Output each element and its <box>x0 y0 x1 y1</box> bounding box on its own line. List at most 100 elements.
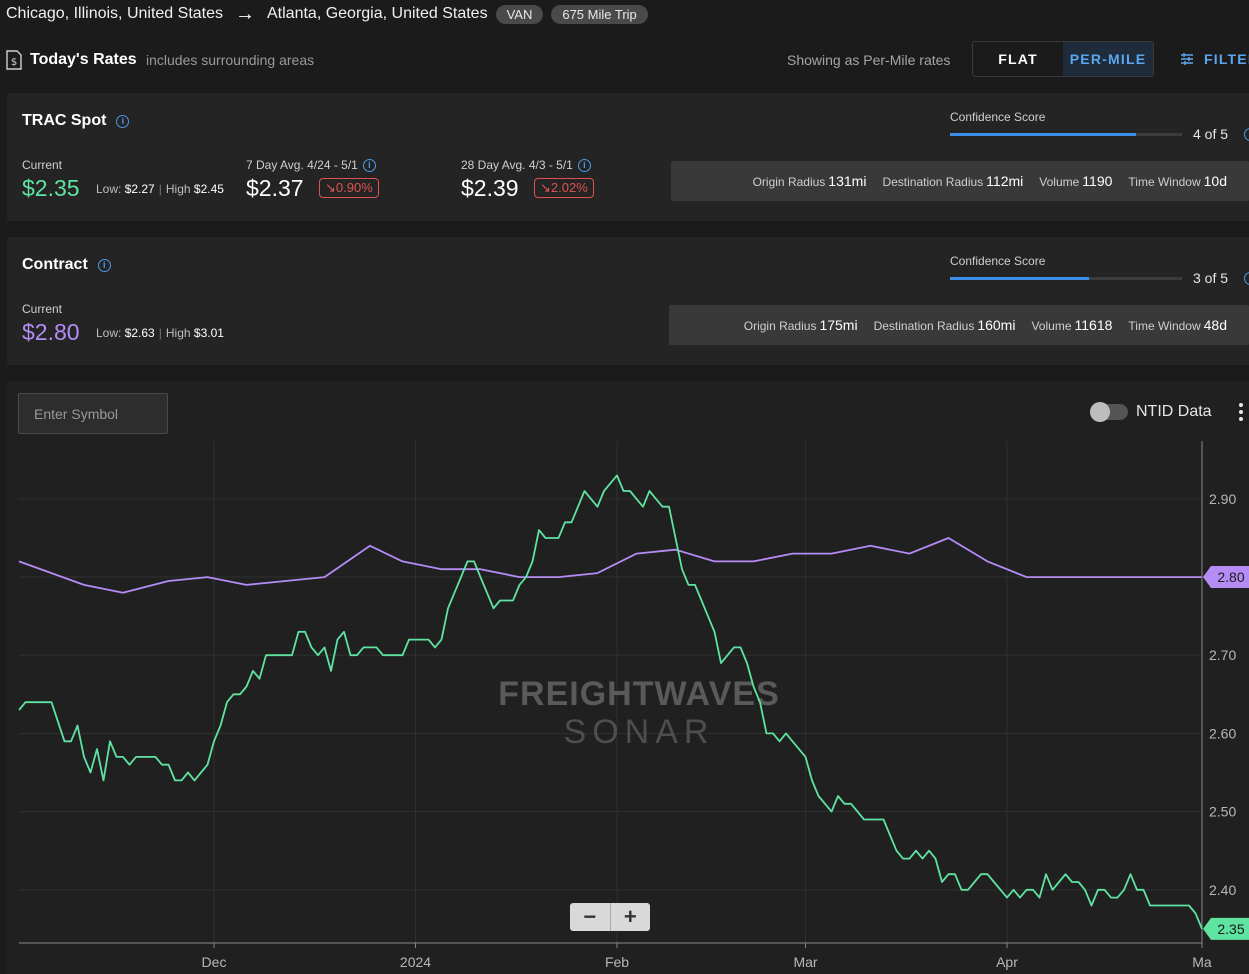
contract-time-window: Time Window 48d <box>1128 317 1227 333</box>
spot-last-value-label: 2.35 <box>1217 921 1244 937</box>
contract-last-value-tag <box>1203 566 1249 589</box>
spot-confidence-fill <box>950 133 1136 136</box>
y-tick-label: 2.50 <box>1209 804 1236 820</box>
rates-title: Today's Rates <box>30 51 137 68</box>
symbol-input[interactable] <box>18 393 168 434</box>
per-mile-button[interactable]: PER-MILE <box>1063 42 1153 76</box>
contract-current-label: Current <box>22 302 63 316</box>
filters-button[interactable]: FILTERS <box>1180 51 1249 67</box>
contract-series-line <box>18 537 1202 594</box>
spot-low-high: Low: $2.27 | High $2.45 <box>96 182 224 196</box>
spot-meta-box: Origin Radius 131mi Destination Radius 112… <box>671 161 1249 201</box>
svg-text:$: $ <box>11 57 17 68</box>
spot-avg28-label: 28 Day Avg. 4/3 - 5/1 i <box>461 158 591 172</box>
x-tick-label: Mar <box>793 954 817 970</box>
info-icon[interactable]: i <box>1244 272 1249 285</box>
spot-avg7-value: $2.37 <box>246 175 304 201</box>
chart-panel: 2.40 2.50 2.60 2.70 2.80 2.90 Dec 2024 Feb Mar Apr… <box>7 381 1249 974</box>
contract-confidence-score: 3 of 5 <box>1193 270 1229 286</box>
y-tick-label: 2.70 <box>1209 647 1236 663</box>
y-tick-label: 2.60 <box>1209 725 1236 741</box>
route-header: Chicago, Illinois, United States → Atlan… <box>6 3 648 25</box>
rate-mode-label: Showing as Per-Mile rates <box>787 52 951 68</box>
spot-title: TRAC Spot i <box>22 112 130 130</box>
contract-volume: Volume 11618 <box>1031 317 1113 333</box>
zoom-controls: − + <box>570 903 650 931</box>
spot-avg28-change-badge: ↘2.02% <box>534 178 594 198</box>
rates-toolbar: $ Today's Rates includes surrounding are… <box>0 40 1249 78</box>
contract-origin-radius: Origin Radius 175mi <box>743 317 858 333</box>
x-tick-label: Dec <box>202 954 227 970</box>
spot-current-label: Current <box>22 158 63 172</box>
watermark-logo-text: FREIGHTWAVES <box>498 675 780 713</box>
rate-chart[interactable]: 2.40 2.50 2.60 2.70 2.80 2.90 Dec 2024 Feb Mar Apr… <box>7 381 1249 974</box>
spot-series-line <box>18 474 1203 930</box>
ntid-label: NTID Data <box>1136 403 1212 420</box>
watermark-sonar-text: SONAR <box>564 713 715 751</box>
contract-card: Contract i Current $2.80 Low: $2.63 | High… <box>7 237 1249 365</box>
destination-label: Atlanta, Georgia, United States <box>267 5 488 22</box>
spot-last-value-tag <box>1203 917 1249 940</box>
spot-confidence-label: Confidence Score <box>950 110 1046 124</box>
zoom-in-button[interactable]: + <box>623 904 637 929</box>
more-options-icon[interactable] <box>1238 403 1244 421</box>
zoom-out-button[interactable]: − <box>570 903 611 931</box>
spot-avg7-label-text: 7 Day Avg. 4/24 - 5/1 <box>246 158 358 172</box>
spot-low-value: $2.27 <box>124 182 155 196</box>
spot-time-window: Time Window 10d <box>1128 173 1227 189</box>
trac-spot-card: TRAC Spot i Current $2.35 Low: $2.27 | Hig… <box>7 93 1249 221</box>
spot-high-value: $2.45 <box>193 182 224 196</box>
contract-confidence-fill <box>950 277 1090 280</box>
spot-current-value: $2.35 <box>22 175 80 201</box>
trip-distance-badge: 675 Mile Trip <box>551 4 648 24</box>
contract-low-value: $2.63 <box>124 326 155 340</box>
info-icon[interactable]: i <box>1244 128 1249 141</box>
info-icon[interactable]: i <box>97 258 111 272</box>
spot-title-text: TRAC Spot <box>22 112 107 129</box>
rates-subtitle: includes surrounding areas <box>146 52 315 68</box>
contract-last-value-label: 2.80 <box>1217 569 1244 585</box>
contract-low-high: Low: $2.63 | High $3.01 <box>96 326 224 340</box>
spot-avg28-value: $2.39 <box>461 175 519 201</box>
contract-destination-radius: Destination Radius 160mi <box>873 317 1016 333</box>
contract-title-text: Contract <box>22 256 88 273</box>
contract-confidence-label: Confidence Score <box>950 254 1046 268</box>
sliders-icon <box>1181 53 1193 65</box>
spot-avg7-label: 7 Day Avg. 4/24 - 5/1 i <box>246 158 376 172</box>
spot-origin-radius: Origin Radius 131mi <box>752 173 867 189</box>
contract-low-label: Low: <box>96 326 122 340</box>
spot-confidence-bar <box>950 133 1182 136</box>
info-icon[interactable]: i <box>362 158 376 172</box>
flat-button[interactable]: FLAT <box>973 42 1063 76</box>
contract-high-label: High <box>165 326 191 340</box>
y-tick-label: 2.40 <box>1209 882 1236 898</box>
spot-low-label: Low: <box>96 182 122 196</box>
spot-avg28-label-text: 28 Day Avg. 4/3 - 5/1 <box>461 158 573 172</box>
x-tick-label: Apr <box>996 954 1018 970</box>
arrow-right-icon: → <box>235 2 255 25</box>
ntid-toggle[interactable]: NTID Data <box>1090 402 1212 422</box>
spot-destination-radius: Destination Radius 112mi <box>882 173 1024 189</box>
x-tick-label: Feb <box>605 954 629 970</box>
ntid-switch[interactable] <box>1090 402 1128 422</box>
rate-mode-toggle: FLAT PER-MILE <box>972 41 1154 77</box>
ntid-switch-knob <box>1090 402 1110 422</box>
spot-volume: Volume 1190 <box>1039 173 1113 189</box>
equipment-badge: VAN <box>495 4 544 24</box>
spot-confidence-score: 4 of 5 <box>1193 126 1229 142</box>
contract-confidence-bar <box>950 277 1182 280</box>
contract-high-value: $3.01 <box>193 326 224 340</box>
dollar-document-icon: $ <box>6 50 22 70</box>
contract-title: Contract i <box>22 256 111 274</box>
contract-meta-box: Origin Radius 175mi Destination Radius 160… <box>669 305 1249 345</box>
spot-avg7-change-badge: ↘0.90% <box>319 178 379 198</box>
info-icon[interactable]: i <box>577 158 591 172</box>
info-icon[interactable]: i <box>116 114 130 128</box>
x-tick-label: 2024 <box>400 954 431 970</box>
filters-label: FILTERS <box>1204 51 1249 67</box>
y-tick-label: 2.90 <box>1209 491 1236 507</box>
x-tick-label: Ma <box>1192 954 1212 970</box>
contract-current-value: $2.80 <box>22 319 80 345</box>
origin-label: Chicago, Illinois, United States <box>6 5 223 22</box>
spot-high-label: High <box>165 182 191 196</box>
